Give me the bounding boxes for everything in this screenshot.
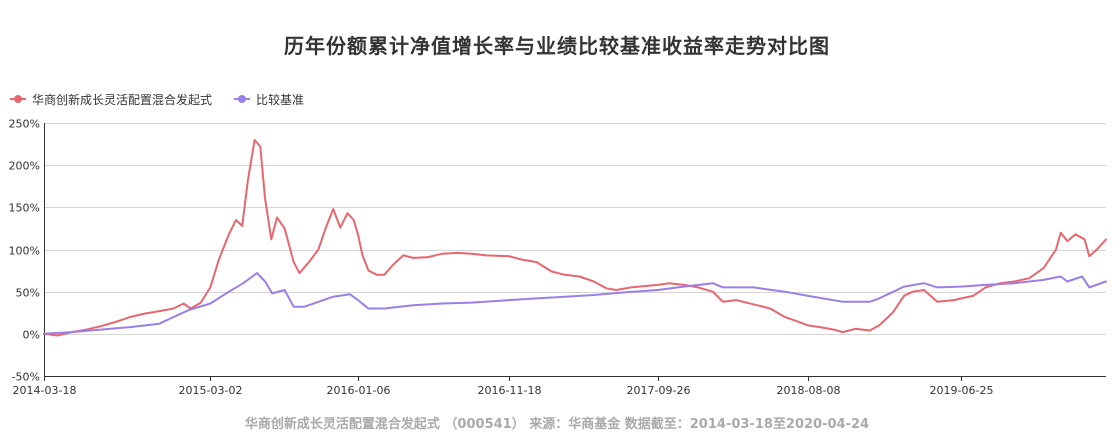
- x-tick-label: 2016-11-18: [478, 384, 542, 397]
- x-tick-label: 2015-03-02: [179, 384, 243, 397]
- x-tick-label: 2016-01-06: [327, 384, 391, 397]
- y-tick-label: 0%: [23, 329, 40, 342]
- x-tick-label: 2014-03-18: [13, 384, 77, 397]
- y-tick-label: 200%: [9, 160, 40, 173]
- legend-marker-fund: [10, 94, 26, 104]
- chart-footer: 华商创新成长灵活配置混合发起式 （000541） 来源：华商基金 数据截至：20…: [244, 417, 870, 432]
- legend-label-fund: 华商创新成长灵活配置混合发起式: [32, 92, 213, 107]
- legend-item-fund[interactable]: 华商创新成长灵活配置混合发起式: [10, 91, 212, 108]
- y-tick-label: 100%: [9, 245, 40, 258]
- x-tick-label: 2018-08-08: [777, 384, 841, 397]
- y-tick-label: 250%: [9, 118, 40, 131]
- legend-dot-fund: [14, 95, 22, 103]
- chart-legend: 华商创新成长灵活配置混合发起式 比较基准: [10, 90, 326, 108]
- series-line-fund: [43, 138, 1107, 337]
- legend-item-benchmark[interactable]: 比较基准: [234, 91, 304, 108]
- x-tick-label: 2019-06-25: [930, 384, 994, 397]
- legend-dot-benchmark: [238, 95, 247, 103]
- legend-marker-benchmark: [234, 94, 251, 104]
- y-tick-label: 50%: [16, 287, 40, 300]
- y-tick-label: -50%: [12, 371, 40, 384]
- x-tick-label: 2017-09-26: [627, 384, 691, 397]
- chart-title: 历年份额累计净值增长率与业绩比较基准收益率走势对比图: [284, 34, 830, 58]
- series-line-benchmark: [43, 272, 1107, 335]
- y-tick-label: 150%: [9, 202, 40, 215]
- legend-label-benchmark: 比较基准: [256, 92, 305, 107]
